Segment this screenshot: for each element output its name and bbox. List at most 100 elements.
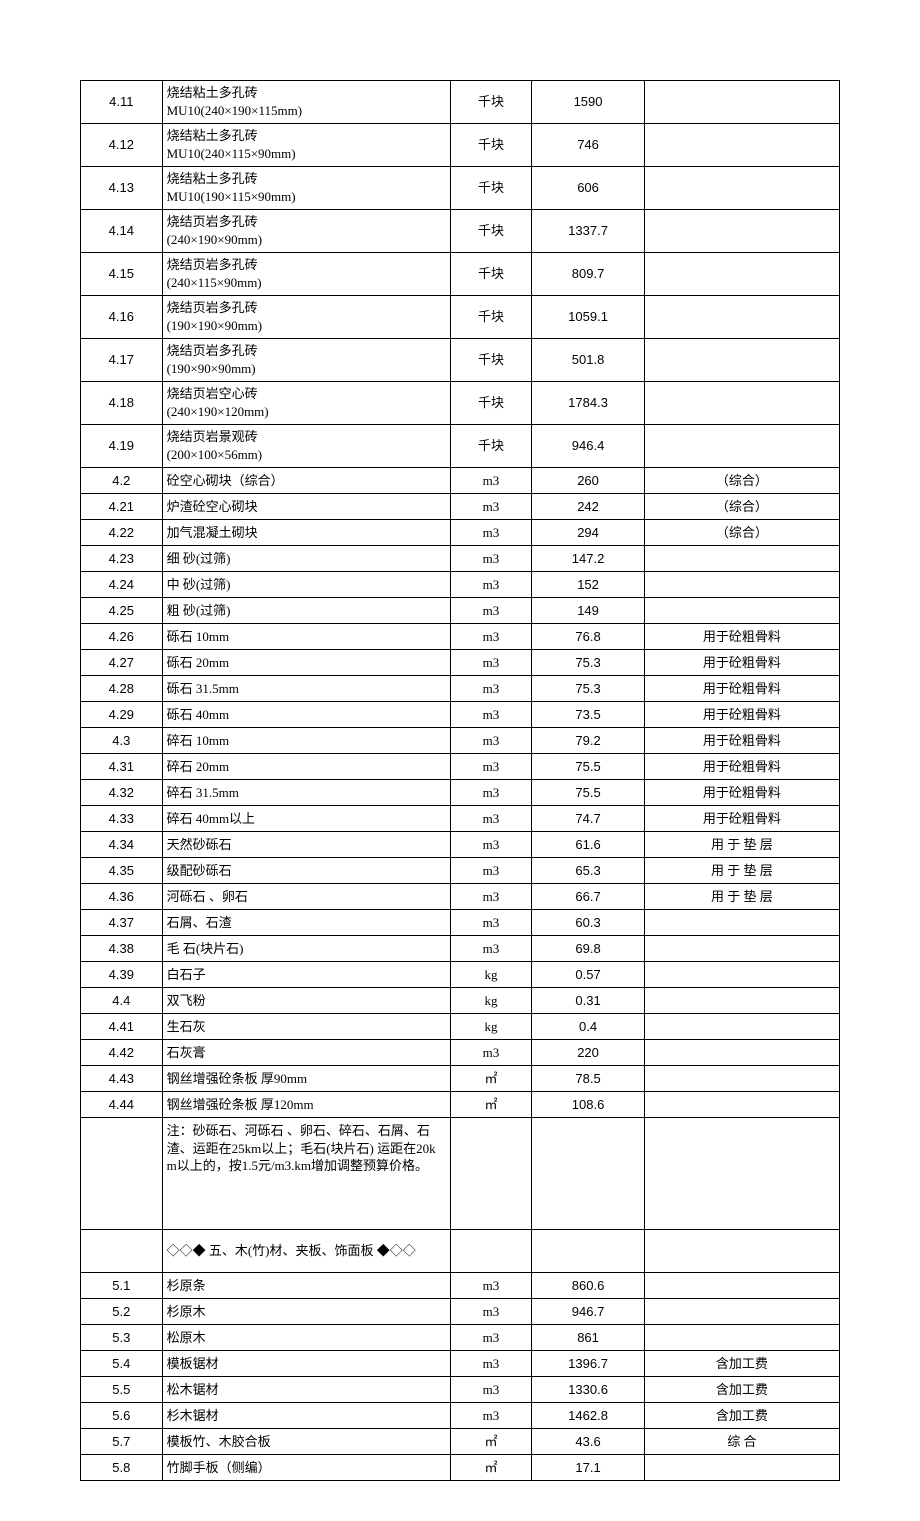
row-unit: ㎡ xyxy=(450,1429,532,1455)
row-name: 碎石 40mm以上 xyxy=(162,806,450,832)
table-row: 4.12烧结粘土多孔砖MU10(240×115×90mm)千块746 xyxy=(81,124,840,167)
row-name: 砾石 20mm xyxy=(162,650,450,676)
row-index: 4.24 xyxy=(81,572,163,598)
row-note: 用于砼粗骨料 xyxy=(644,806,839,832)
row-note xyxy=(644,962,839,988)
table-row: 4.44钢丝增强砼条板 厚120mm㎡108.6 xyxy=(81,1092,840,1118)
row-price: 809.7 xyxy=(532,253,645,296)
row-note: 用 于 垫 层 xyxy=(644,832,839,858)
row-index: 4.42 xyxy=(81,1040,163,1066)
row-note xyxy=(644,425,839,468)
materials-table: 4.11烧结粘土多孔砖MU10(240×190×115mm)千块15904.12… xyxy=(80,80,840,1481)
row-unit: m3 xyxy=(450,520,532,546)
row-price: 946.7 xyxy=(532,1299,645,1325)
row-unit: m3 xyxy=(450,884,532,910)
row-note: （综合） xyxy=(644,494,839,520)
row-note xyxy=(644,546,839,572)
table-row: ◇◇◆ 五、木(竹)材、夹板、饰面板 ◆◇◇ xyxy=(81,1230,840,1273)
row-name: 加气混凝土砌块 xyxy=(162,520,450,546)
row-index: 4.2 xyxy=(81,468,163,494)
row-price: 75.5 xyxy=(532,754,645,780)
row-index: 4.23 xyxy=(81,546,163,572)
row-index: 4.41 xyxy=(81,1014,163,1040)
table-row: 4.41生石灰kg0.4 xyxy=(81,1014,840,1040)
row-index: 4.26 xyxy=(81,624,163,650)
row-index: 4.13 xyxy=(81,167,163,210)
row-name: 细 砂(过筛) xyxy=(162,546,450,572)
row-unit: kg xyxy=(450,1014,532,1040)
row-price: 946.4 xyxy=(532,425,645,468)
table-row: 4.26砾石 10mmm376.8用于砼粗骨料 xyxy=(81,624,840,650)
row-index xyxy=(81,1118,163,1230)
row-unit: 千块 xyxy=(450,167,532,210)
row-index: 4.32 xyxy=(81,780,163,806)
row-unit: 千块 xyxy=(450,425,532,468)
row-price: 65.3 xyxy=(532,858,645,884)
row-name: 粗 砂(过筛) xyxy=(162,598,450,624)
row-name: 烧结粘土多孔砖MU10(240×115×90mm) xyxy=(162,124,450,167)
table-row: 5.8竹脚手板（侧编）㎡17.1 xyxy=(81,1455,840,1481)
row-index: 5.8 xyxy=(81,1455,163,1481)
row-unit: 千块 xyxy=(450,210,532,253)
row-price: 74.7 xyxy=(532,806,645,832)
row-index: 4.18 xyxy=(81,382,163,425)
table-row: 5.5松木锯材m31330.6含加工费 xyxy=(81,1377,840,1403)
row-note xyxy=(644,253,839,296)
row-note xyxy=(644,124,839,167)
row-name: 烧结粘土多孔砖MU10(190×115×90mm) xyxy=(162,167,450,210)
table-row: 4.4双飞粉kg0.31 xyxy=(81,988,840,1014)
table-row: 4.19烧结页岩景观砖(200×100×56mm)千块946.4 xyxy=(81,425,840,468)
table-row: 4.32碎石 31.5mmm375.5用于砼粗骨料 xyxy=(81,780,840,806)
table-row: 5.6杉木锯材m31462.8含加工费 xyxy=(81,1403,840,1429)
row-price: 1330.6 xyxy=(532,1377,645,1403)
row-note: 用于砼粗骨料 xyxy=(644,702,839,728)
row-note xyxy=(644,1230,839,1273)
row-note: 用于砼粗骨料 xyxy=(644,676,839,702)
row-price xyxy=(532,1230,645,1273)
row-index: 5.1 xyxy=(81,1273,163,1299)
row-price: 0.57 xyxy=(532,962,645,988)
row-index: 4.27 xyxy=(81,650,163,676)
row-unit: m3 xyxy=(450,702,532,728)
row-price: 61.6 xyxy=(532,832,645,858)
row-note: 用于砼粗骨料 xyxy=(644,650,839,676)
row-unit: m3 xyxy=(450,1040,532,1066)
row-note: 含加工费 xyxy=(644,1351,839,1377)
row-price xyxy=(532,1118,645,1230)
row-index: 4.33 xyxy=(81,806,163,832)
row-unit: m3 xyxy=(450,1351,532,1377)
row-unit: m3 xyxy=(450,832,532,858)
row-name: 炉渣砼空心砌块 xyxy=(162,494,450,520)
row-price: 0.4 xyxy=(532,1014,645,1040)
row-price: 69.8 xyxy=(532,936,645,962)
row-unit: m3 xyxy=(450,910,532,936)
table-row: 4.28砾石 31.5mmm375.3用于砼粗骨料 xyxy=(81,676,840,702)
row-name: 石灰膏 xyxy=(162,1040,450,1066)
row-price: 1337.7 xyxy=(532,210,645,253)
page: 4.11烧结粘土多孔砖MU10(240×190×115mm)千块15904.12… xyxy=(0,0,920,1521)
table-row: 5.3松原木m3861 xyxy=(81,1325,840,1351)
table-row: 4.15烧结页岩多孔砖(240×115×90mm)千块809.7 xyxy=(81,253,840,296)
row-price: 78.5 xyxy=(532,1066,645,1092)
row-name: 杉原木 xyxy=(162,1299,450,1325)
row-index: 4.28 xyxy=(81,676,163,702)
row-unit: 千块 xyxy=(450,124,532,167)
table-row: 4.13烧结粘土多孔砖MU10(190×115×90mm)千块606 xyxy=(81,167,840,210)
row-index: 4.22 xyxy=(81,520,163,546)
row-name: 烧结页岩空心砖(240×190×120mm) xyxy=(162,382,450,425)
row-name: 烧结粘土多孔砖MU10(240×190×115mm) xyxy=(162,81,450,124)
row-index: 4.3 xyxy=(81,728,163,754)
row-price: 0.31 xyxy=(532,988,645,1014)
row-price: 260 xyxy=(532,468,645,494)
row-unit: 千块 xyxy=(450,296,532,339)
row-name: 钢丝增强砼条板 厚90mm xyxy=(162,1066,450,1092)
row-index: 4.11 xyxy=(81,81,163,124)
row-index: 5.7 xyxy=(81,1429,163,1455)
row-unit: m3 xyxy=(450,598,532,624)
row-unit: m3 xyxy=(450,936,532,962)
row-note xyxy=(644,81,839,124)
row-unit: ㎡ xyxy=(450,1092,532,1118)
row-name: 石屑、石渣 xyxy=(162,910,450,936)
row-note xyxy=(644,1299,839,1325)
row-note xyxy=(644,1040,839,1066)
